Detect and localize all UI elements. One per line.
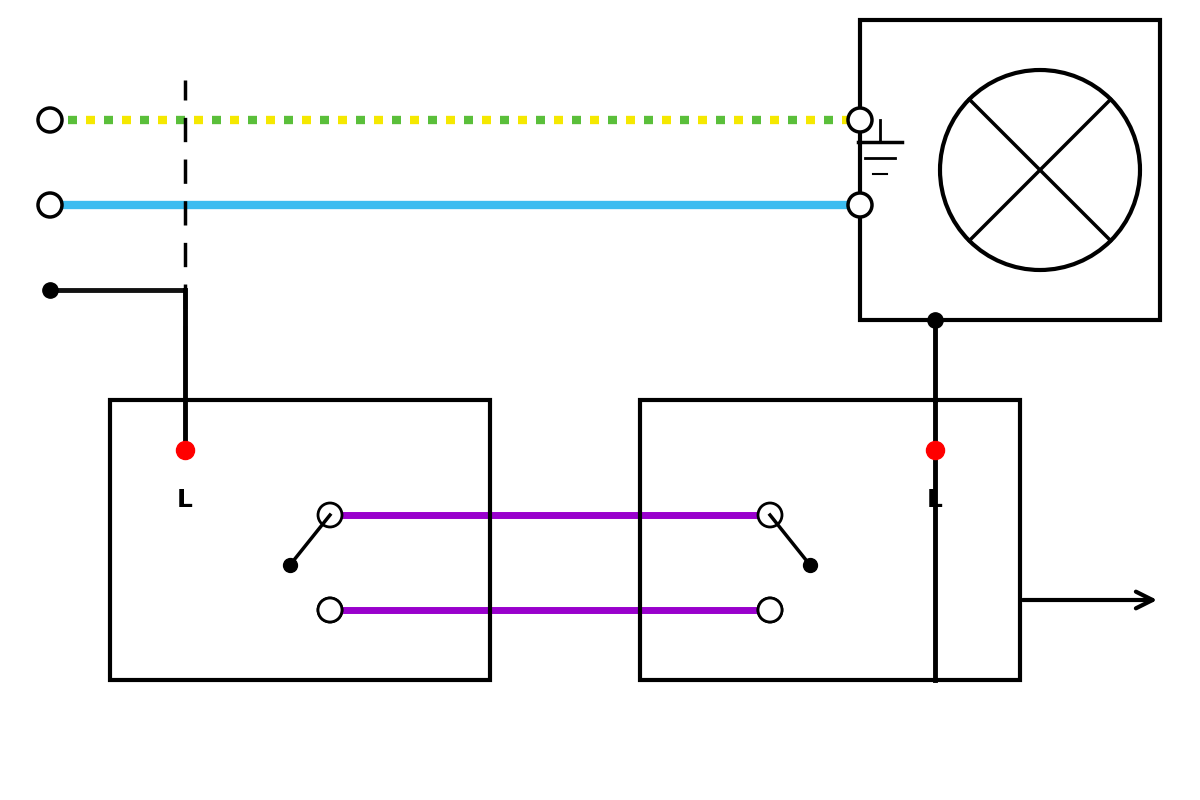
Text: L: L (178, 488, 193, 512)
Circle shape (758, 598, 782, 622)
Circle shape (848, 108, 872, 132)
Bar (110, 400, 490, 680)
Circle shape (318, 598, 342, 622)
Circle shape (758, 503, 782, 527)
Circle shape (848, 193, 872, 217)
Circle shape (318, 598, 342, 622)
Circle shape (38, 193, 62, 217)
Bar (640, 400, 1020, 680)
Bar (860, 20, 1160, 320)
Circle shape (38, 108, 62, 132)
Text: L: L (928, 488, 943, 512)
Circle shape (318, 503, 342, 527)
Circle shape (758, 598, 782, 622)
